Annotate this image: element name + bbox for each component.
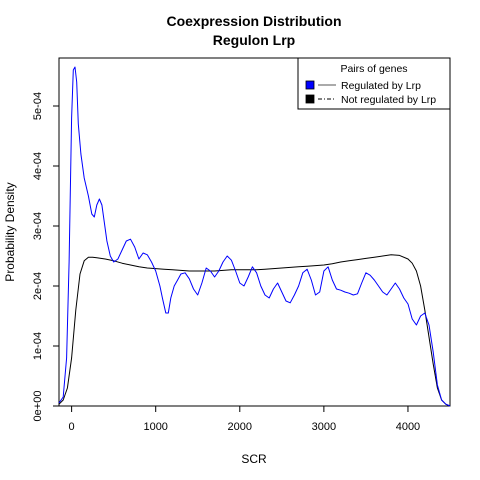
y-axis-label: Probability Density [3,182,17,281]
y-tick-label: 0e+00 [32,391,44,422]
legend: Pairs of genes Regulated by Lrp Not regu… [297,57,451,110]
x-axis-label: SCR [241,452,267,466]
x-tick-label: 2000 [228,421,252,433]
legend-swatch-regulated [305,80,315,90]
x-axis: 0 1000 2000 3000 4000 [69,406,420,433]
legend-title: Pairs of genes [340,63,407,75]
x-tick-label: 0 [69,421,75,433]
legend-swatch-not-regulated [305,94,315,104]
y-tick-label: 1e-04 [32,332,44,360]
legend-box [297,57,451,110]
legend-label-not-regulated: Not regulated by Lrp [341,94,436,106]
series-line-not-regulated [58,254,451,407]
series-layer [58,66,451,407]
x-tick-label: 1000 [143,421,167,433]
chart-title: Coexpression Distribution [166,13,341,29]
x-tick-label: 4000 [396,421,420,433]
y-axis: 0e+00 1e-04 2e-04 3e-04 4e-04 5e-04 [32,92,59,422]
y-tick-label: 3e-04 [32,212,44,240]
legend-label-regulated: Regulated by Lrp [341,80,421,92]
x-tick-label: 3000 [312,421,336,433]
y-tick-label: 5e-04 [32,92,44,120]
plot-frame [58,57,451,407]
y-tick-label: 2e-04 [32,272,44,300]
chart-subtitle: Regulon Lrp [213,32,295,48]
y-tick-label: 4e-04 [32,152,44,180]
series-line-regulated [58,66,451,407]
